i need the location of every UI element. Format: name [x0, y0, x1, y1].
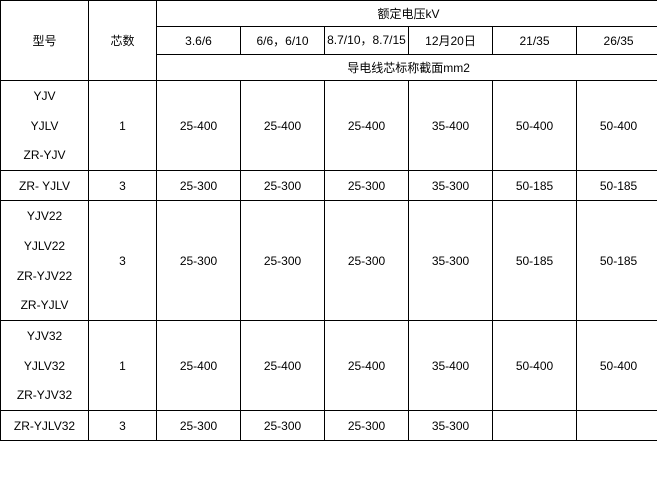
value-cell: 50-400: [493, 321, 577, 411]
value-cell: [493, 411, 577, 441]
model-cell: YJLV: [1, 111, 89, 141]
cores-cell: 1: [89, 321, 157, 411]
value-cell: 25-300: [157, 411, 241, 441]
value-cell: 50-185: [493, 171, 577, 201]
model-cell: ZR-YJLV: [1, 291, 89, 321]
header-cores: 芯数: [89, 1, 157, 81]
value-cell: 50-400: [493, 81, 577, 171]
value-cell: 25-300: [325, 201, 409, 321]
model-cell: ZR- YJLV: [1, 171, 89, 201]
cores-cell: 3: [89, 201, 157, 321]
voltage-col-3: 12月20日: [409, 27, 493, 55]
value-cell: 35-400: [409, 81, 493, 171]
cores-cell: 3: [89, 411, 157, 441]
voltage-col-5: 26/35: [577, 27, 657, 55]
header-model: 型号: [1, 1, 89, 81]
model-cell: ZR-YJV32: [1, 381, 89, 411]
value-cell: 25-300: [325, 411, 409, 441]
value-cell: 50-400: [577, 81, 657, 171]
value-cell: 25-400: [157, 321, 241, 411]
value-cell: 25-300: [241, 171, 325, 201]
voltage-col-1: 6/6，6/10: [241, 27, 325, 55]
value-cell: 25-300: [157, 201, 241, 321]
voltage-col-4: 21/35: [493, 27, 577, 55]
value-cell: 50-185: [493, 201, 577, 321]
value-cell: 25-300: [325, 171, 409, 201]
model-cell: ZR-YJV22: [1, 261, 89, 291]
voltage-col-2: 8.7/10，8.7/15: [325, 27, 409, 55]
cores-cell: 1: [89, 81, 157, 171]
value-cell: 25-400: [325, 81, 409, 171]
value-cell: 25-300: [241, 201, 325, 321]
model-cell: YJLV22: [1, 231, 89, 261]
model-cell: YJV: [1, 81, 89, 111]
value-cell: [577, 411, 657, 441]
model-cell: YJLV32: [1, 351, 89, 381]
model-cell: YJV32: [1, 321, 89, 351]
header-cross-section: 导电线芯标称截面mm2: [157, 55, 657, 81]
model-cell: ZR-YJV: [1, 141, 89, 171]
value-cell: 35-300: [409, 411, 493, 441]
value-cell: 50-185: [577, 201, 657, 321]
value-cell: 25-400: [325, 321, 409, 411]
value-cell: 25-300: [157, 171, 241, 201]
value-cell: 25-300: [241, 411, 325, 441]
model-cell: YJV22: [1, 201, 89, 231]
value-cell: 35-300: [409, 171, 493, 201]
header-rated-voltage: 额定电压kV: [157, 1, 657, 27]
value-cell: 50-185: [577, 171, 657, 201]
voltage-col-0: 3.6/6: [157, 27, 241, 55]
value-cell: 25-400: [241, 321, 325, 411]
value-cell: 25-400: [157, 81, 241, 171]
value-cell: 35-400: [409, 321, 493, 411]
cable-spec-table: 型号 芯数 额定电压kV 3.6/6 6/6，6/10 8.7/10，8.7/1…: [0, 0, 657, 504]
value-cell: 25-400: [241, 81, 325, 171]
model-cell: ZR-YJLV32: [1, 411, 89, 441]
value-cell: 35-300: [409, 201, 493, 321]
value-cell: 50-400: [577, 321, 657, 411]
cores-cell: 3: [89, 171, 157, 201]
